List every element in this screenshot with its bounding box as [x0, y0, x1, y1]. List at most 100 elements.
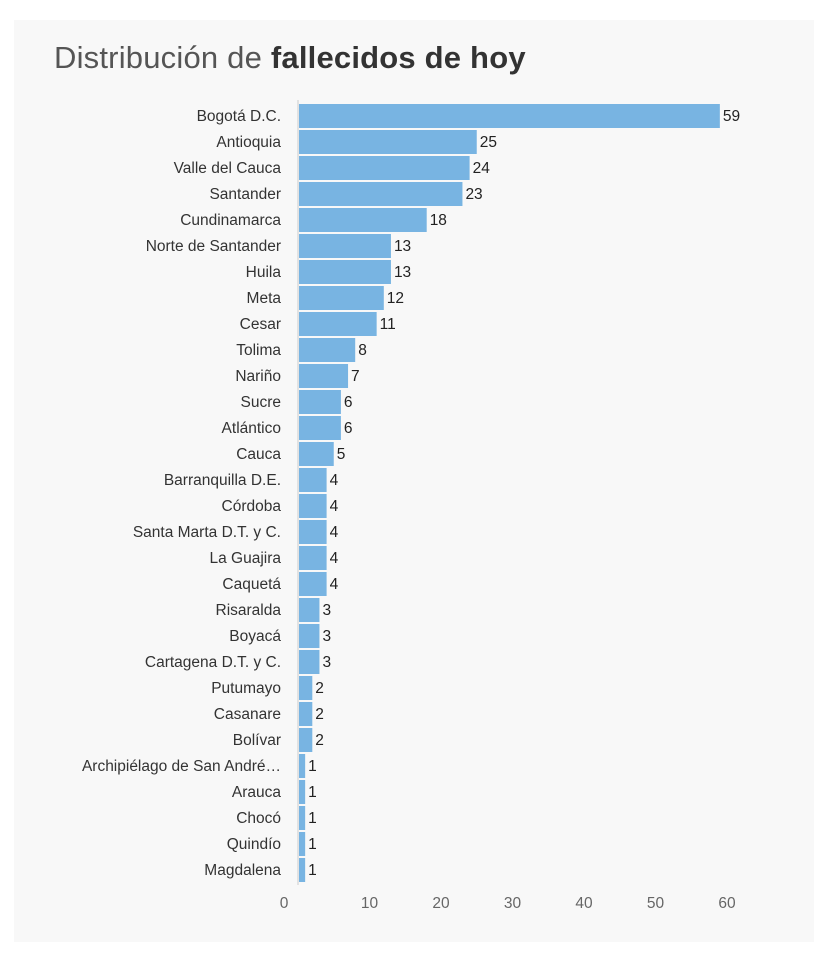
value-label: 3 [322, 654, 331, 671]
category-label: Norte de Santander [146, 238, 281, 255]
category-label: Cartagena D.T. y C. [145, 654, 281, 671]
value-label: 3 [322, 602, 331, 619]
category-label: Córdoba [222, 498, 282, 515]
value-label: 23 [465, 186, 482, 203]
bar [299, 130, 477, 154]
value-label: 12 [387, 290, 404, 307]
value-label: 59 [723, 108, 740, 125]
bar [299, 260, 391, 284]
bar [299, 104, 720, 128]
value-label: 4 [330, 472, 339, 489]
value-label: 2 [315, 680, 324, 697]
bar [299, 806, 306, 830]
x-tick-label: 20 [432, 895, 450, 912]
value-label: 2 [315, 706, 324, 723]
value-label: 3 [322, 628, 331, 645]
value-label: 6 [344, 420, 353, 437]
bar [299, 650, 320, 674]
value-label: 4 [330, 550, 339, 567]
value-label: 18 [430, 212, 447, 229]
value-label: 2 [315, 732, 324, 749]
bar [299, 546, 327, 570]
bar [299, 468, 327, 492]
value-label: 4 [330, 576, 339, 593]
value-label: 13 [394, 264, 411, 281]
x-tick-label: 10 [361, 895, 379, 912]
category-label: Cesar [240, 316, 281, 333]
bar [299, 858, 306, 882]
bar [299, 494, 327, 518]
bar [299, 728, 313, 752]
category-label: Cundinamarca [180, 212, 281, 229]
category-label: Sucre [241, 394, 282, 411]
category-label: Caquetá [222, 576, 281, 593]
chart-title: Distribución de fallecidos de hoy [54, 40, 526, 76]
category-label: Risaralda [216, 602, 282, 619]
value-label: 25 [480, 134, 497, 151]
x-tick-label: 0 [280, 895, 289, 912]
category-label: Antioquia [216, 134, 281, 151]
category-label: Quindío [227, 836, 281, 853]
value-label: 4 [330, 498, 339, 515]
bar [299, 208, 427, 232]
value-label: 1 [308, 758, 317, 775]
bar [299, 416, 341, 440]
category-label: Santa Marta D.T. y C. [133, 524, 281, 541]
category-label: Archipiélago de San André… [82, 758, 281, 775]
bar [299, 442, 334, 466]
value-label: 7 [351, 368, 360, 385]
bar [299, 338, 356, 362]
bar [299, 598, 320, 622]
category-label: Tolima [236, 342, 281, 359]
category-label: Putumayo [211, 680, 281, 697]
value-label: 24 [473, 160, 491, 177]
bar [299, 624, 320, 648]
value-label: 11 [380, 316, 396, 333]
bar [299, 754, 306, 778]
bar [299, 676, 313, 700]
category-label: Santander [209, 186, 281, 203]
value-label: 1 [308, 836, 317, 853]
value-label: 6 [344, 394, 353, 411]
bar [299, 182, 463, 206]
category-label: Bolívar [233, 732, 281, 749]
category-label: Valle del Cauca [174, 160, 282, 177]
bar [299, 390, 341, 414]
bar [299, 572, 327, 596]
bar [299, 832, 306, 856]
category-label: Casanare [214, 706, 281, 723]
category-label: Atlántico [222, 420, 281, 437]
bar [299, 520, 327, 544]
value-label: 4 [330, 524, 339, 541]
category-label: Meta [247, 290, 282, 307]
value-label: 1 [308, 810, 317, 827]
category-label: Nariño [235, 368, 281, 385]
value-label: 8 [358, 342, 367, 359]
bar [299, 702, 313, 726]
value-label: 13 [394, 238, 411, 255]
x-tick-label: 50 [647, 895, 665, 912]
x-tick-label: 60 [718, 895, 736, 912]
bar [299, 234, 391, 258]
category-label: Arauca [232, 784, 281, 801]
chart-title-prefix: Distribución de [54, 40, 271, 75]
bar [299, 156, 470, 180]
category-label: Cauca [236, 446, 281, 463]
bar [299, 364, 349, 388]
value-label: 1 [308, 784, 317, 801]
x-tick-label: 30 [504, 895, 522, 912]
category-label: Magdalena [204, 862, 281, 879]
category-label: Huila [246, 264, 282, 281]
category-label: Boyacá [229, 628, 281, 645]
chart-title-bold: fallecidos de hoy [270, 40, 526, 75]
value-label: 5 [337, 446, 346, 463]
category-label: Bogotá D.C. [197, 108, 281, 125]
category-label: Chocó [236, 810, 281, 827]
category-label: Barranquilla D.E. [164, 472, 281, 489]
bar [299, 780, 306, 804]
bar [299, 286, 384, 310]
value-label: 1 [308, 862, 317, 879]
bar [299, 312, 377, 336]
category-label: La Guajira [209, 550, 281, 567]
